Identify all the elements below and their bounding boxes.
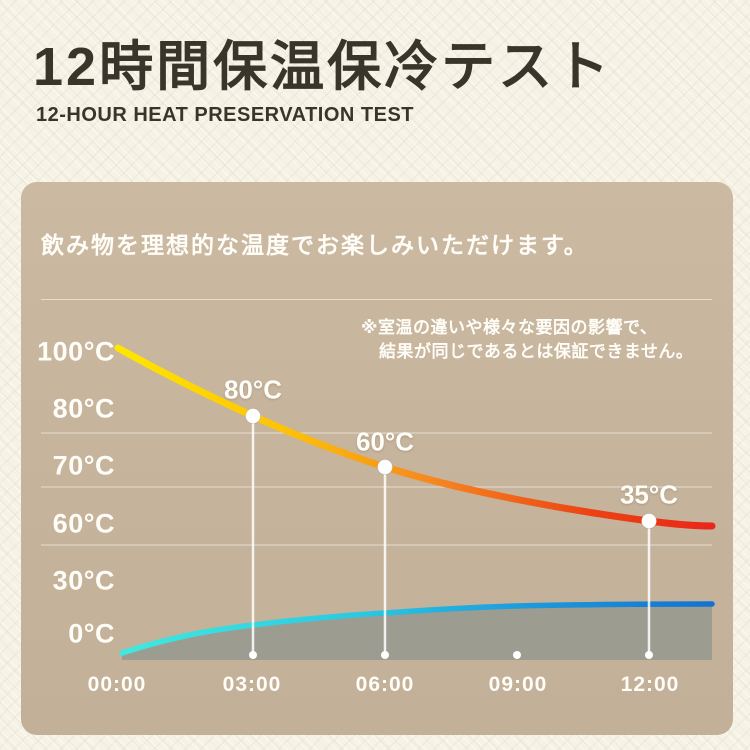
y-axis-label: 0°C	[68, 618, 115, 649]
axis-dot	[249, 651, 257, 659]
x-axis-label: 09:00	[488, 673, 548, 696]
x-axis-label: 03:00	[222, 673, 282, 696]
divider-line	[41, 299, 712, 300]
data-point-dot	[245, 408, 261, 424]
disclaimer-line: 結果が同じであるとは保証できません。	[379, 342, 694, 361]
data-point-dot	[641, 513, 657, 529]
y-axis-label: 30°C	[52, 565, 115, 596]
x-axis-label: 00:00	[87, 673, 147, 696]
page-subtitle: 12-HOUR HEAT PRESERVATION TEST	[36, 104, 415, 126]
data-point-label: 35°C	[619, 479, 679, 510]
intro-text: 飲み物を理想的な温度でお楽しみいただけます。	[41, 232, 589, 258]
temperature-chart	[41, 344, 716, 660]
axis-dot	[645, 651, 653, 659]
disclaimer-text: ※室温の違いや様々な要因の影響で、 結果が同じであるとは保証できません。	[361, 316, 693, 364]
x-axis-label: 12:00	[620, 673, 680, 696]
y-axis-label: 100°C	[37, 336, 115, 367]
page-title: 12時間保温保冷テスト	[33, 37, 613, 97]
y-axis-label: 70°C	[52, 450, 115, 481]
chart-panel: 飲み物を理想的な温度でお楽しみいただけます。 ※室温の違いや様々な要因の影響で、…	[21, 182, 733, 735]
disclaimer-line: ※室温の違いや様々な要因の影響で、	[361, 318, 658, 337]
data-point-dot	[377, 459, 393, 475]
y-axis-label: 60°C	[52, 508, 115, 539]
axis-dot	[513, 651, 521, 659]
data-point-label: 80°C	[223, 374, 283, 405]
x-axis-label: 06:00	[355, 673, 415, 696]
cold-area-fill	[122, 604, 712, 660]
y-axis-label: 80°C	[52, 393, 115, 424]
axis-dot	[381, 651, 389, 659]
data-point-label: 60°C	[355, 426, 415, 457]
